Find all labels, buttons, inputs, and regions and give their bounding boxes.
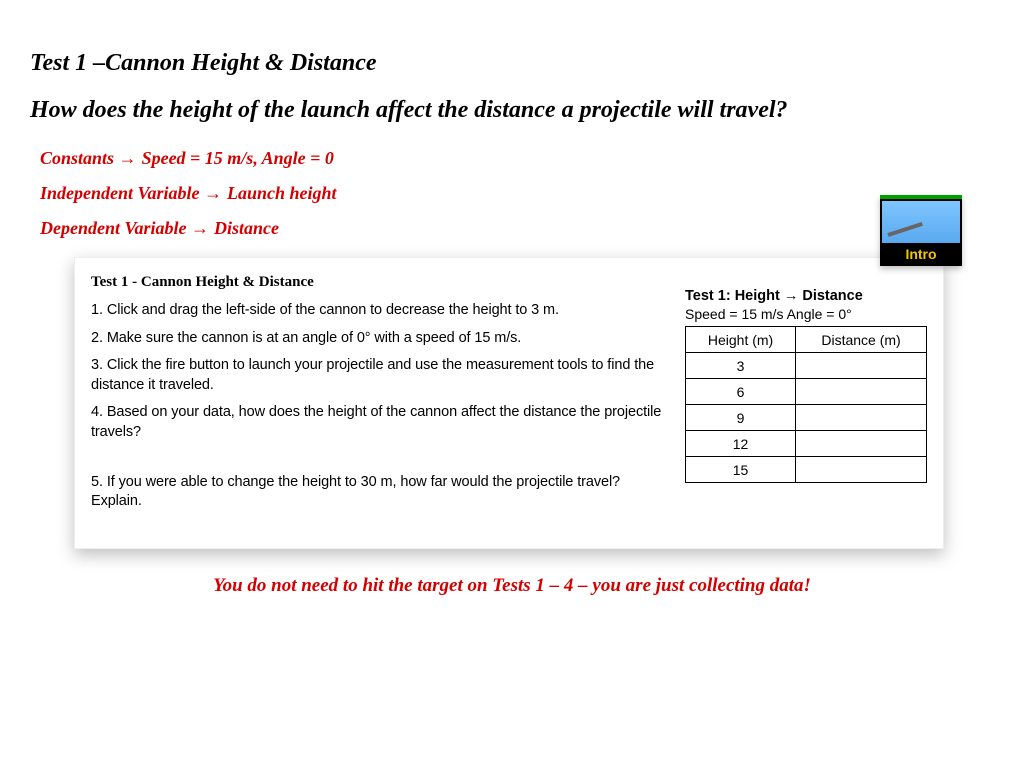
table-subtitle: Speed = 15 m/s Angle = 0°	[685, 306, 927, 322]
intro-label: Intro	[880, 243, 962, 266]
step-4: 4. Based on your data, how does the heig…	[91, 403, 671, 442]
cannon-icon	[887, 222, 922, 237]
cell-height: 15	[686, 457, 796, 483]
cell-distance[interactable]	[796, 457, 927, 483]
variables-block: Constants → Speed = 15 m/s, Angle = 0 In…	[40, 148, 994, 239]
constants-line: Constants → Speed = 15 m/s, Angle = 0	[40, 148, 994, 169]
step-3: 3. Click the fire button to launch your …	[91, 356, 671, 395]
cell-distance[interactable]	[796, 405, 927, 431]
constants-label: Constants	[40, 148, 114, 168]
instructions-panel: Test 1 - Cannon Height & Distance 1. Cli…	[74, 257, 944, 549]
cell-height: 9	[686, 405, 796, 431]
table-row: 15	[686, 457, 927, 483]
data-table: Height (m) Distance (m) 3 6 9 12 15	[685, 326, 927, 483]
cell-height: 3	[686, 353, 796, 379]
cell-height: 6	[686, 379, 796, 405]
cell-height: 12	[686, 431, 796, 457]
arrow-icon: →	[191, 218, 214, 238]
table-row: 9	[686, 405, 927, 431]
data-table-block: Test 1: Height → Distance Speed = 15 m/s…	[685, 274, 927, 520]
intro-sky-icon	[880, 199, 962, 243]
step-2: 2. Make sure the cannon is at an angle o…	[91, 329, 671, 349]
independent-value: Launch height	[227, 183, 337, 203]
page-title: Test 1 –Cannon Height & Distance	[30, 50, 994, 77]
arrow-icon: →	[204, 183, 227, 203]
dependent-value: Distance	[214, 218, 279, 238]
table-row: 6	[686, 379, 927, 405]
instructions-left: Test 1 - Cannon Height & Distance 1. Cli…	[91, 274, 671, 520]
table-header-row: Height (m) Distance (m)	[686, 327, 927, 353]
col-distance: Distance (m)	[796, 327, 927, 353]
step-1: 1. Click and drag the left-side of the c…	[91, 301, 671, 321]
table-row: 12	[686, 431, 927, 457]
panel-heading: Test 1 - Cannon Height & Distance	[91, 274, 671, 291]
table-title: Test 1: Height → Distance	[685, 288, 927, 304]
intro-thumbnail[interactable]: Intro	[880, 195, 962, 266]
arrow-icon: →	[119, 148, 142, 168]
independent-label: Independent Variable	[40, 183, 200, 203]
table-row: 3	[686, 353, 927, 379]
independent-line: Independent Variable → Launch height	[40, 183, 994, 204]
footer-note: You do not need to hit the target on Tes…	[30, 575, 994, 597]
cell-distance[interactable]	[796, 379, 927, 405]
dependent-line: Dependent Variable → Distance	[40, 218, 994, 239]
constants-value: Speed = 15 m/s, Angle = 0	[142, 148, 334, 168]
cell-distance[interactable]	[796, 353, 927, 379]
col-height: Height (m)	[686, 327, 796, 353]
step-5: 5. If you were able to change the height…	[91, 473, 671, 512]
main-question: How does the height of the launch affect…	[30, 95, 994, 126]
cell-distance[interactable]	[796, 431, 927, 457]
dependent-label: Dependent Variable	[40, 218, 187, 238]
